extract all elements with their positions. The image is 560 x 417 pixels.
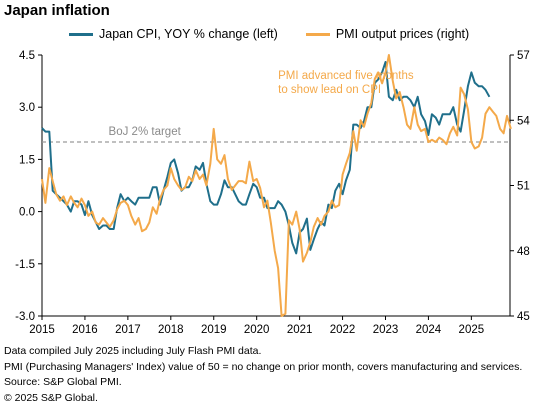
legend-label-pmi: PMI output prices (right) [335, 27, 470, 41]
x-tick-label: 2025 [459, 324, 485, 336]
legend-item-cpi: Japan CPI, YOY % change (left) [69, 27, 278, 41]
legend-swatch-pmi [305, 32, 330, 36]
legend-label-cpi: Japan CPI, YOY % change (left) [99, 27, 278, 41]
right-tick-label: 54 [517, 115, 530, 127]
x-tick-label: 2018 [158, 324, 184, 336]
right-tick-label: 51 [517, 181, 530, 193]
left-tick-label: 3.0 [19, 102, 35, 114]
x-tick-label: 2023 [373, 324, 399, 336]
chart-title: Japan inflation [4, 2, 110, 19]
annotation-line: PMI advanced five months [278, 70, 414, 82]
note-data-compiled: Data compiled July 2025 including July F… [4, 345, 262, 357]
boj-target-label: BoJ 2% target [109, 126, 182, 138]
x-tick-label: 2020 [244, 324, 270, 336]
legend-swatch-cpi [69, 32, 93, 36]
x-tick-label: 2022 [330, 324, 356, 336]
x-tick-label: 2017 [115, 324, 141, 336]
note-source: Source: S&P Global PMI. [4, 376, 122, 388]
legend: Japan CPI, YOY % change (left) PMI outpu… [69, 27, 497, 41]
left-tick-label: 0.0 [19, 207, 35, 219]
left-tick-label: 1.5 [19, 154, 35, 166]
x-tick-label: 2015 [29, 324, 55, 336]
left-tick-label: -3.0 [15, 311, 35, 323]
x-tick-label: 2024 [416, 324, 442, 336]
x-tick-label: 2021 [287, 324, 313, 336]
right-tick-label: 45 [517, 311, 530, 323]
series-line-pmi [41, 54, 512, 317]
right-tick-label: 57 [517, 50, 530, 62]
legend-item-pmi: PMI output prices (right) [305, 27, 470, 41]
note-pmi-definition: PMI (Purchasing Managers' Index) value o… [4, 360, 523, 373]
left-tick-label: 4.5 [19, 50, 35, 62]
left-tick-label: -1.5 [15, 259, 35, 271]
annotation-line: to show lead on CPI [278, 84, 381, 96]
chart-notes: Data compiled July 2025 including July F… [4, 344, 522, 406]
note-copyright: © 2025 S&P Global. [4, 391, 98, 404]
x-tick-label: 2019 [201, 324, 227, 336]
x-tick-label: 2016 [72, 324, 98, 336]
chart-plot: 4.5 3.0 1.5 0.0 -1.5 -3.0 57 54 51 48 45 2015 2016 20… [15, 50, 530, 336]
right-tick-label: 48 [517, 246, 530, 258]
